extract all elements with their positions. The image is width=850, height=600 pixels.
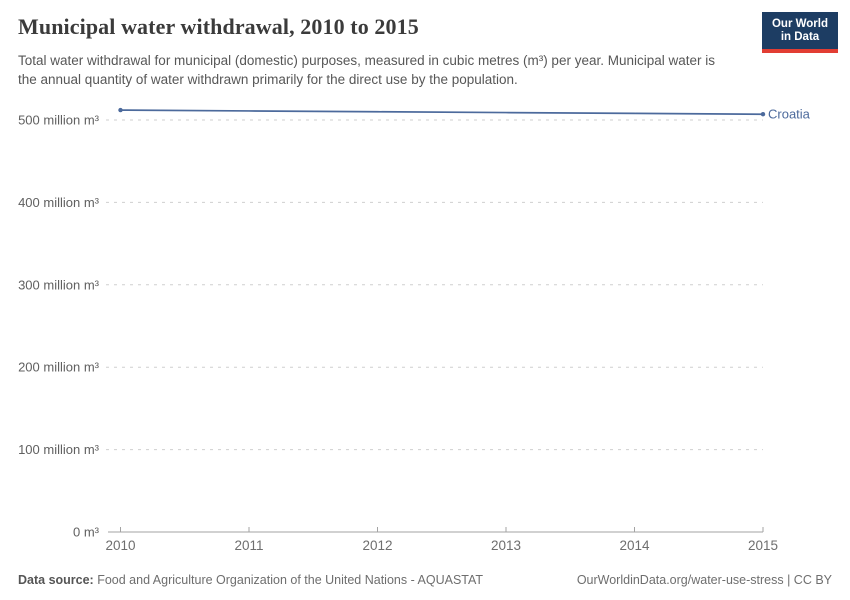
y-tick-label: 0 m³ <box>73 525 100 540</box>
chart-footer: Data source: Food and Agriculture Organi… <box>18 573 832 587</box>
y-tick-label: 300 million m³ <box>18 277 100 292</box>
y-tick-label: 400 million m³ <box>18 195 100 210</box>
data-source-value: Food and Agriculture Organization of the… <box>93 573 484 587</box>
owid-logo[interactable]: Our World in Data <box>762 12 838 53</box>
series-entity-label: Croatia <box>768 107 811 122</box>
chart-subtitle: Total water withdrawal for municipal (do… <box>18 53 716 87</box>
x-tick-label: 2013 <box>491 538 521 553</box>
x-tick-label: 2010 <box>105 538 135 553</box>
owid-logo-line2: in Data <box>780 31 820 43</box>
x-tick-label: 2011 <box>234 538 263 553</box>
data-source-note: Data source: Food and Agriculture Organi… <box>18 573 483 587</box>
series-point <box>118 107 123 113</box>
data-source-label: Data source: <box>18 573 94 587</box>
y-tick-label: 200 million m³ <box>18 360 100 375</box>
series-point <box>760 112 766 117</box>
x-tick-label: 2015 <box>748 538 778 553</box>
chart-title: Municipal water withdrawal, 2010 to 2015 <box>18 14 419 39</box>
series-line <box>119 109 764 116</box>
x-tick-label: 2012 <box>362 538 392 553</box>
owid-logo-line1: Our World <box>771 18 828 30</box>
y-tick-label: 500 million m³ <box>18 113 100 128</box>
owid-link[interactable]: OurWorldinData.org/water-use-stress | CC… <box>576 573 832 587</box>
x-tick-label: 2014 <box>619 538 650 553</box>
y-tick-label: 100 million m³ <box>18 442 100 457</box>
